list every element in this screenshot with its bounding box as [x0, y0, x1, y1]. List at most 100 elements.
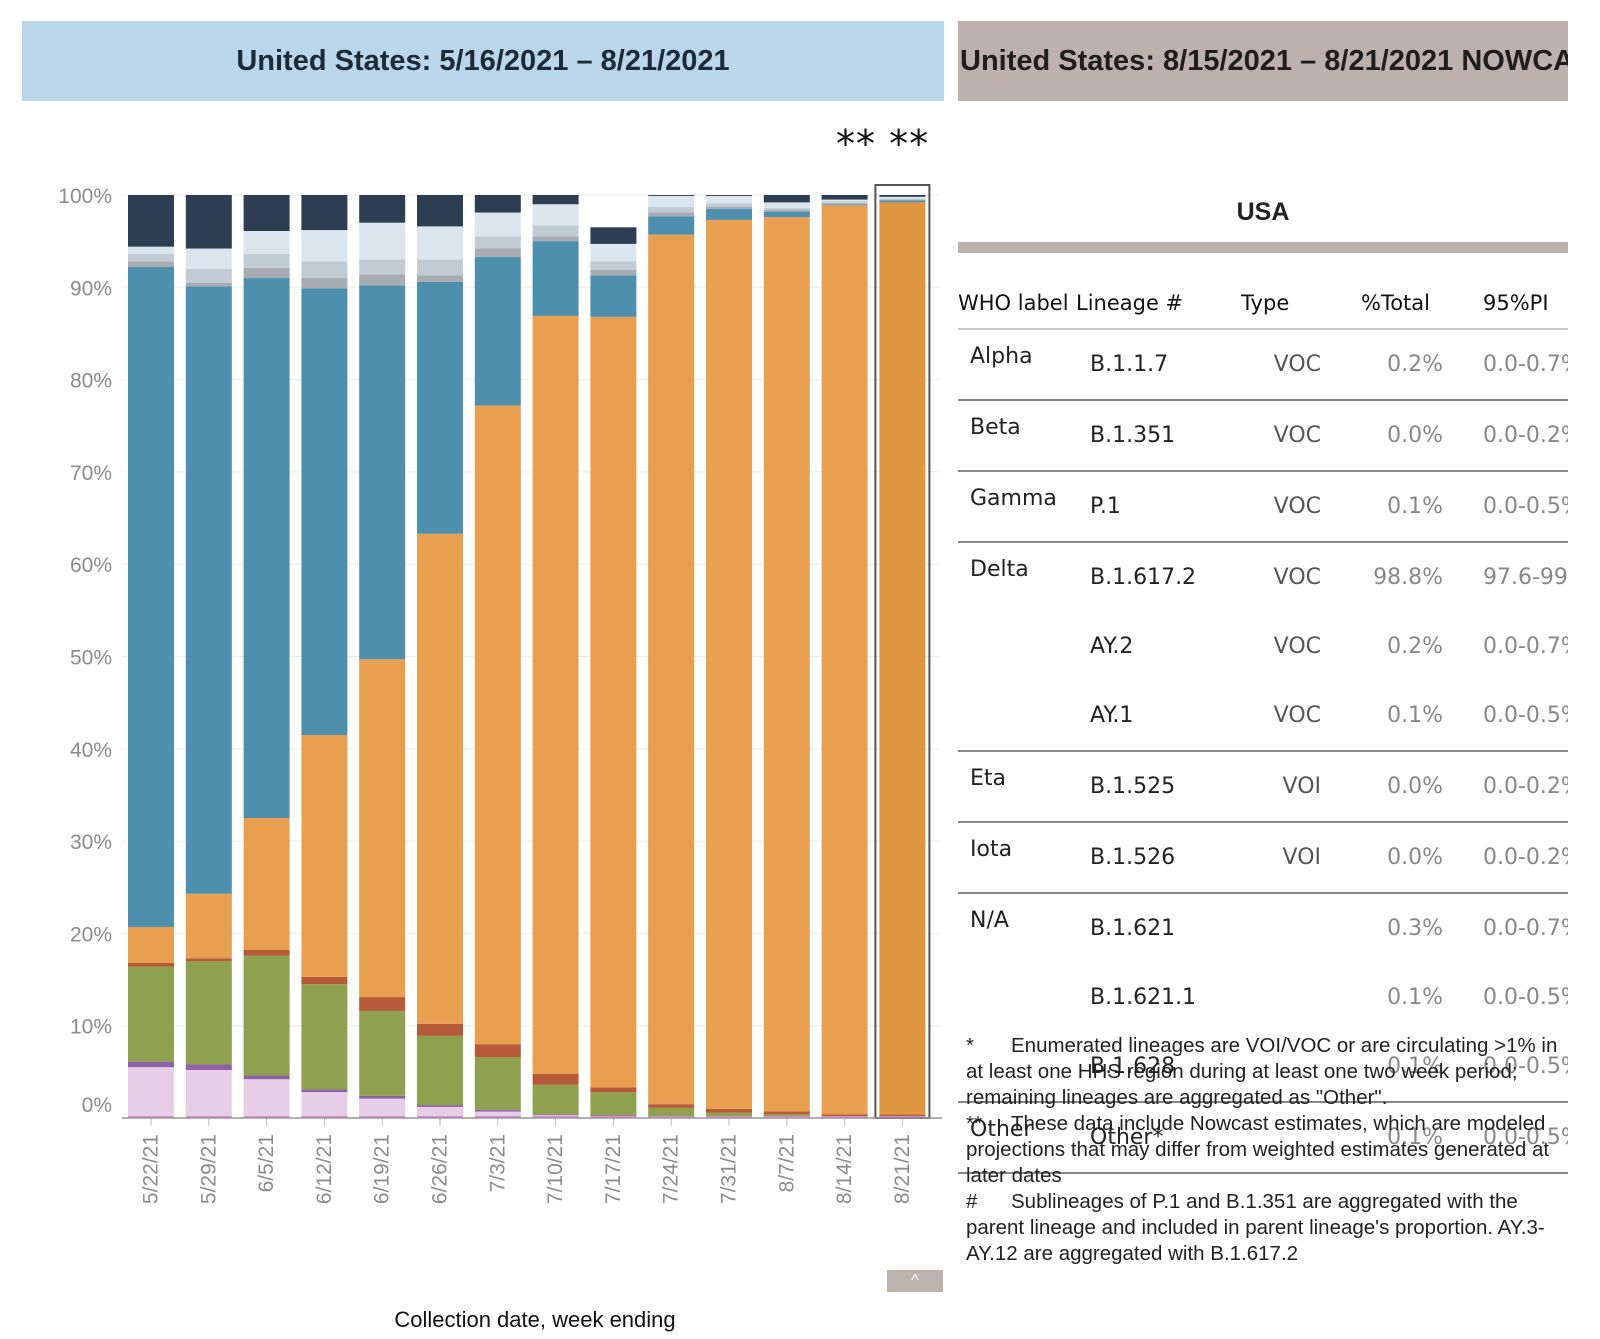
bar-segment: [590, 316, 637, 1088]
bar-segment: [417, 226, 463, 260]
bar-stack-7/17/21: [590, 227, 637, 1118]
cell-lineage: AY.1: [1076, 681, 1226, 752]
bar-segment: [879, 202, 926, 1115]
y-axis-ticks: 0% 10% 20% 30% 40% 50% 60% 70% 80% 90% 100%: [58, 185, 112, 1117]
bar-stack-7/10/21: [532, 195, 579, 1118]
cell-who: [958, 612, 1076, 681]
bar-base: [590, 1116, 637, 1118]
x-tick-label: 6/19/21: [371, 1134, 394, 1204]
bar-segment: [185, 286, 232, 894]
cell-pct: 0.0%: [1331, 751, 1455, 823]
cell-who: Delta: [970, 557, 1029, 582]
bar-segment: [243, 955, 290, 1076]
col-pct-total: %Total: [1331, 278, 1455, 330]
bar-segment: [706, 206, 752, 209]
bar-segment: [301, 984, 348, 1090]
bar-stack-6/12/21: [301, 195, 348, 1118]
cell-pct: 0.2%: [1387, 634, 1443, 659]
chart-bars: [128, 184, 931, 1119]
cell-type: VOC: [1226, 329, 1331, 401]
bar-base: [359, 1116, 406, 1118]
bar-segment: [706, 208, 752, 220]
bar-segment: [879, 199, 926, 201]
table-row: B.1.621.1 0.1% 0.0-0.5%: [958, 963, 1568, 1032]
x-axis: 5/22/21 5/29/21 6/5/21 6/12/21 6/19/21 6/26/2…: [122, 1117, 942, 1204]
bar-stack-8/21/21: [874, 184, 931, 1119]
bar-segment: [185, 195, 232, 249]
bar-segment: [879, 195, 926, 197]
x-tick-label: 7/10/21: [544, 1134, 567, 1204]
x-tick-label: 6/5/21: [255, 1134, 278, 1192]
bar-segment: [648, 1107, 695, 1117]
bar-segment: [879, 196, 926, 199]
bar-stack-5/29/21: [185, 195, 232, 1118]
bar-stack-6/19/21: [359, 195, 406, 1118]
cell-type: VOC: [1273, 634, 1321, 659]
cell-pct: 0.0%: [1331, 822, 1455, 894]
y-tick-label: 100%: [58, 185, 112, 208]
cell-who: Alpha: [958, 329, 1076, 401]
cell-type: VOC: [1226, 400, 1331, 472]
bar-segment: [474, 195, 521, 213]
footnote: * Enumerated lineages are VOI/VOC or are …: [966, 1034, 1558, 1109]
bar-segment: [128, 1067, 174, 1118]
cell-type: VOC: [1226, 681, 1331, 752]
bar-base: [128, 1116, 174, 1118]
scroll-button[interactable]: ^: [887, 1270, 943, 1292]
col-who-label: WHO label: [958, 278, 1076, 330]
bar-segment: [590, 269, 637, 276]
bar-segment: [301, 976, 348, 985]
x-tick-label: 8/14/21: [833, 1134, 856, 1204]
cell-lineage: B.1.617.2: [1090, 565, 1197, 590]
cell-lineage: B.1.351: [1076, 400, 1226, 472]
cell-pct: 0.1%: [1331, 1102, 1455, 1174]
bar-segment: [474, 236, 521, 249]
cell-type: [1226, 963, 1331, 1032]
bar-segment: [763, 217, 810, 1112]
bar-segment: [301, 734, 348, 977]
bar-segment: [417, 281, 463, 534]
bar-base: [417, 1116, 463, 1118]
bar-segment: [648, 1104, 695, 1108]
bar-segment: [763, 211, 810, 218]
x-tick-label: 7/24/21: [660, 1134, 683, 1204]
bar-segment: [648, 212, 695, 217]
bar-segment: [359, 997, 406, 1011]
bar-base: [763, 1116, 810, 1118]
cell-type: [1226, 893, 1331, 963]
cell-pi: 0.0-0.2%: [1455, 751, 1568, 823]
bar-segment: [243, 230, 290, 255]
bar-segment: [185, 268, 232, 283]
y-tick-label: 60%: [70, 554, 112, 577]
bar-segment: [417, 1035, 463, 1106]
bar-stack-7/3/21: [474, 195, 521, 1118]
bar-segment: [359, 285, 406, 660]
bar-segment: [128, 926, 174, 963]
bar-segment: [185, 1070, 232, 1118]
bar-segment: [821, 1114, 868, 1117]
cell-pi: 0.0-0.5%: [1455, 471, 1568, 543]
bar-segment: [532, 225, 579, 237]
bar-segment: [301, 261, 348, 279]
cell-pct: 0.0%: [1331, 400, 1455, 472]
nowcast-marker: ** **: [836, 122, 930, 166]
cell-lineage: Other*: [1076, 1102, 1226, 1174]
cell-pi: 0.0-0.7%: [1483, 634, 1568, 659]
bar-segment: [301, 230, 348, 262]
cell-lineage: B.1.525: [1076, 751, 1226, 823]
bar-segment: [763, 1114, 810, 1118]
col-lineage: Lineage #: [1076, 278, 1226, 330]
table-row: N/A B.1.621 0.3% 0.0-0.7%: [958, 893, 1568, 963]
bar-segment: [128, 246, 174, 255]
table-region-title: USA: [1236, 198, 1290, 226]
bar-segment: [879, 200, 926, 203]
bar-segment: [763, 207, 810, 210]
cell-pi: 0.0-0.5%: [1455, 681, 1568, 752]
bar-segment: [417, 275, 463, 282]
cell-who: [958, 963, 1076, 1032]
table-region-divider: [958, 242, 1568, 253]
cell-lineage: B.1.628: [1076, 1032, 1226, 1103]
x-tick-label: 5/22/21: [140, 1134, 163, 1204]
